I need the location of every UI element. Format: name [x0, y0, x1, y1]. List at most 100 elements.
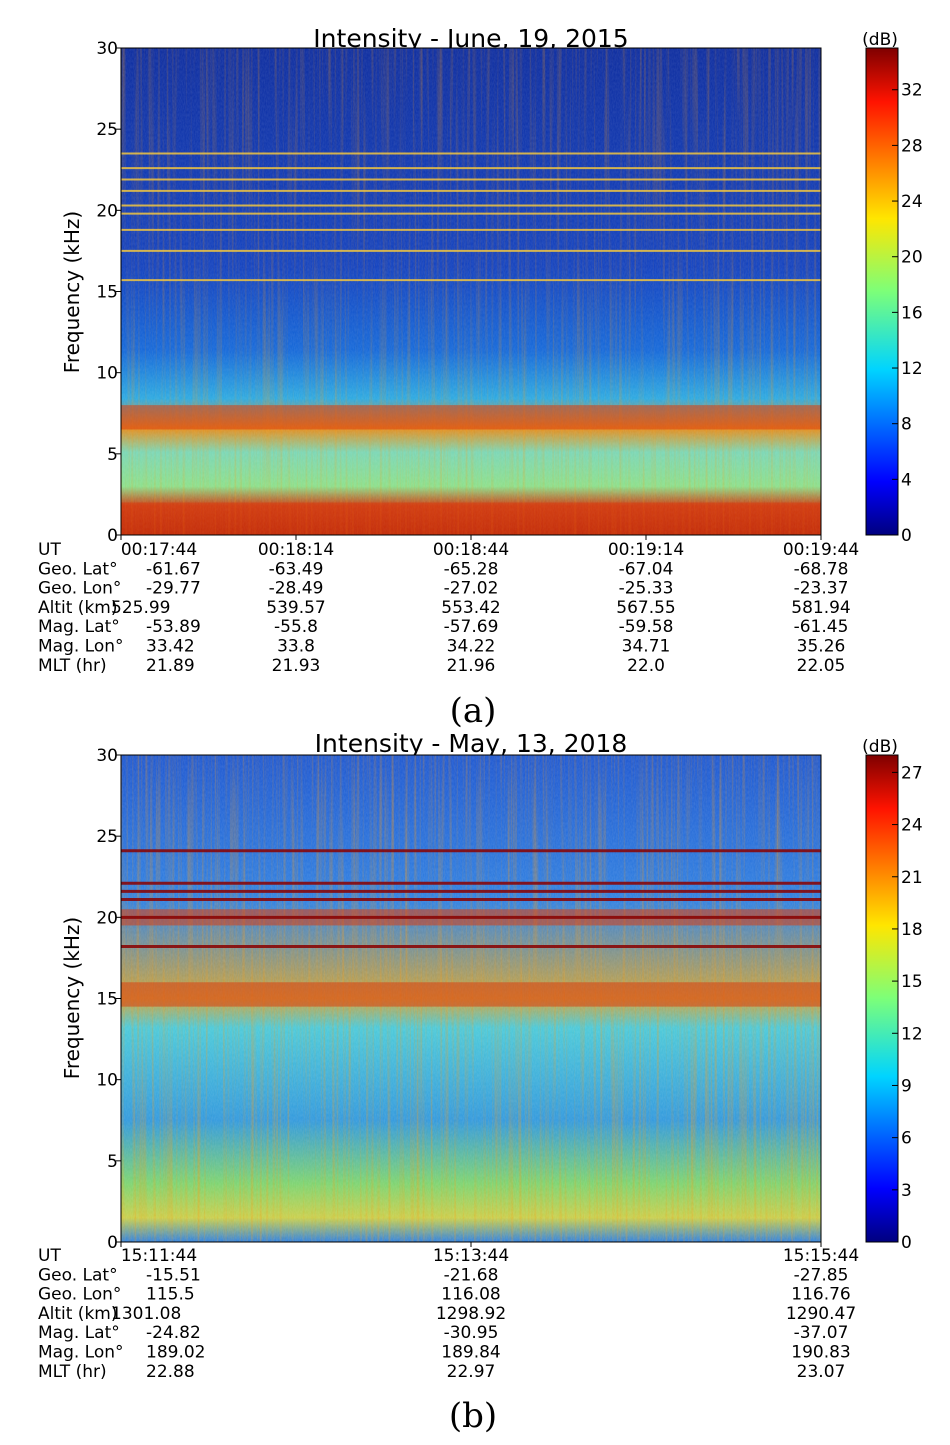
table-cell: 23.07 — [797, 1362, 846, 1382]
table-cell: -55.8 — [274, 617, 318, 637]
title-b: Intensity - May, 13, 2018 — [315, 729, 628, 758]
table-cell: -57.69 — [444, 617, 499, 637]
table-cell: 33.8 — [277, 637, 315, 657]
colorbar-tick-label: 28 — [901, 136, 923, 156]
table-cell: -67.04 — [619, 559, 674, 579]
colorbar-tick-label: 3 — [901, 1181, 912, 1201]
colorbar-tick-label: 27 — [901, 763, 923, 783]
table-cell: 525.99 — [111, 598, 170, 618]
row-label: Geo. Lat° — [38, 559, 118, 579]
table-cell: 189.02 — [146, 1343, 205, 1363]
colorbar-tick-label: 32 — [901, 81, 923, 101]
colorbar-tick-label: 6 — [901, 1129, 912, 1149]
row-label: UT — [38, 540, 61, 560]
colorbar-tick-label: 24 — [901, 816, 923, 836]
y-tick-label: 10 — [96, 1071, 118, 1091]
colorbar-tick-label: 12 — [901, 359, 923, 379]
row-label: Geo. Lat° — [38, 1265, 118, 1285]
table-cell: -37.07 — [794, 1323, 849, 1343]
y-ticks-b: 0 5 10 15 20 25 30 — [96, 746, 121, 1253]
table-cell: 00:18:44 — [433, 540, 509, 560]
table-cell: -29.77 — [146, 579, 201, 599]
table-cell: -59.58 — [619, 617, 674, 637]
table-cell: 21.96 — [447, 656, 496, 676]
row-label: Mag. Lat° — [38, 1323, 120, 1343]
table-cell: -27.85 — [794, 1265, 849, 1285]
colorbar-b: (dB) 0 3 6 9 12 15 18 21 24 27 — [862, 737, 923, 1253]
caption-b: (b) — [449, 1396, 497, 1436]
table-cell: 116.08 — [441, 1285, 500, 1305]
table-cell: -65.28 — [444, 559, 499, 579]
table-cell: 115.5 — [146, 1285, 195, 1305]
y-tick-label: 0 — [107, 526, 118, 546]
y-tick-label: 30 — [96, 39, 118, 59]
table-cell: 34.71 — [622, 637, 671, 657]
spectrogram-b — [121, 755, 821, 1242]
colorbar-tick-label: 0 — [901, 1233, 912, 1253]
table-cell: 189.84 — [441, 1343, 500, 1363]
colorbar-tick-label: 21 — [901, 868, 923, 888]
table-cell: 553.42 — [441, 598, 500, 618]
row-label: Mag. Lon° — [38, 637, 124, 657]
y-tick-label: 5 — [107, 445, 118, 465]
colorbar-tick-label: 12 — [901, 1024, 923, 1044]
row-label: UT — [38, 1246, 61, 1266]
y-tick-label: 25 — [96, 120, 118, 140]
table-cell: -21.68 — [444, 1265, 499, 1285]
y-tick-label: 10 — [96, 364, 118, 384]
table-cell: -61.67 — [146, 559, 201, 579]
table-cell: -53.89 — [146, 617, 201, 637]
table-cell: 00:19:44 — [783, 540, 859, 560]
row-label: Altit (km) — [38, 598, 117, 618]
table-cell: 22.0 — [627, 656, 665, 676]
y-tick-label: 30 — [96, 746, 118, 766]
row-label: Mag. Lat° — [38, 617, 120, 637]
table-cell: 35.26 — [797, 637, 846, 657]
table-cell: 33.42 — [146, 637, 195, 657]
table-cell: 539.57 — [266, 598, 325, 618]
table-cell: 567.55 — [616, 598, 675, 618]
table-cell: 15:11:44 — [121, 1246, 197, 1266]
y-tick-label: 15 — [96, 283, 118, 303]
colorbar-tick-label: 16 — [901, 303, 923, 323]
table-cell: -15.51 — [146, 1265, 201, 1285]
table-cell: 15:15:44 — [783, 1246, 859, 1266]
colorbar-tick-label: 20 — [901, 248, 923, 268]
table-cell: -24.82 — [146, 1323, 201, 1343]
table-cell: -25.33 — [619, 579, 674, 599]
y-tick-label: 20 — [96, 201, 118, 221]
colorbar-tick-label: 0 — [901, 526, 912, 546]
table-cell: 15:13:44 — [433, 1246, 509, 1266]
y-tick-label: 15 — [96, 990, 118, 1010]
table-cell: 34.22 — [447, 637, 496, 657]
row-label: Mag. Lon° — [38, 1343, 124, 1363]
ylabel-a: Frequency (kHz) — [60, 211, 84, 373]
table-cell: 190.83 — [791, 1343, 850, 1363]
table-cell: -23.37 — [794, 579, 849, 599]
spectrogram-a — [121, 48, 821, 535]
colorbar-a: (dB) 0 4 8 12 16 20 24 28 32 — [862, 30, 923, 546]
ylabel-b: Frequency (kHz) — [60, 917, 84, 1079]
table-cell: 00:17:44 — [121, 540, 197, 560]
colorbar-tick-label: 15 — [901, 972, 923, 992]
colorbar-unit-b: (dB) — [862, 737, 898, 757]
table-cell: -61.45 — [794, 617, 849, 637]
colorbar-unit-a: (dB) — [862, 30, 898, 50]
table-cell: -28.49 — [269, 579, 324, 599]
table-cell: 1290.47 — [786, 1304, 856, 1324]
table-cell: 22.97 — [447, 1362, 496, 1382]
table-cell: -63.49 — [269, 559, 324, 579]
y-tick-label: 0 — [107, 1233, 118, 1253]
bright-band — [121, 405, 821, 430]
table-cell: -30.95 — [444, 1323, 499, 1343]
table-cell: 22.05 — [797, 656, 846, 676]
y-tick-label: 25 — [96, 827, 118, 847]
caption-a: (a) — [450, 691, 497, 731]
panel-b: Intensity - May, 13, 2018 Frequen — [38, 729, 923, 1436]
table-cell: 22.88 — [146, 1362, 195, 1382]
table-cell: 1298.92 — [436, 1304, 506, 1324]
colorbar-tick-label: 18 — [901, 920, 923, 940]
row-label: MLT (hr) — [38, 656, 107, 676]
